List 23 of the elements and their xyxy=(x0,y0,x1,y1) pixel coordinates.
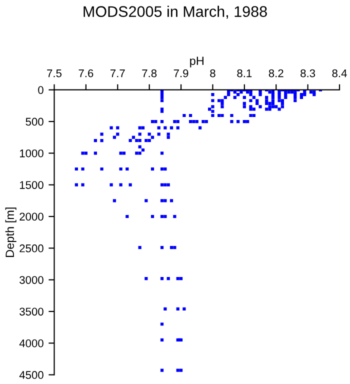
y-tick-label: 4500 xyxy=(19,371,44,379)
y-tick-label: 3000 xyxy=(20,276,44,284)
x-tick-label: 7.8 xyxy=(142,69,157,78)
y-tick-label: 1000 xyxy=(20,149,44,158)
y-tick-label: 0 xyxy=(38,86,44,94)
x-tick-label: 7.7 xyxy=(110,69,125,78)
y-tick-label: 3500 xyxy=(20,308,44,316)
y-tick-label: 2500 xyxy=(20,244,44,252)
y-tick-label: 500 xyxy=(26,118,44,126)
y-tick-label: 2000 xyxy=(20,212,44,221)
y-tick-label: 1500 xyxy=(20,181,44,189)
x-axis-title: pH xyxy=(190,56,204,68)
x-tick-label: 8 xyxy=(210,69,216,78)
x-tick-label: 7.9 xyxy=(174,69,188,78)
x-tick-label: 8.3 xyxy=(300,69,316,78)
x-tick-label: 8.4 xyxy=(332,69,347,78)
chart-title: MODS2005 in March, 1988 xyxy=(84,6,267,19)
x-tick-label: 7.6 xyxy=(78,69,94,78)
x-tick-label: 8.2 xyxy=(268,69,284,78)
y-axis-title: Depth [m] xyxy=(5,208,16,257)
y-tick-label: 4000 xyxy=(19,339,44,348)
x-tick-label: 8.1 xyxy=(237,69,252,78)
x-tick-label: 7.5 xyxy=(47,69,62,78)
